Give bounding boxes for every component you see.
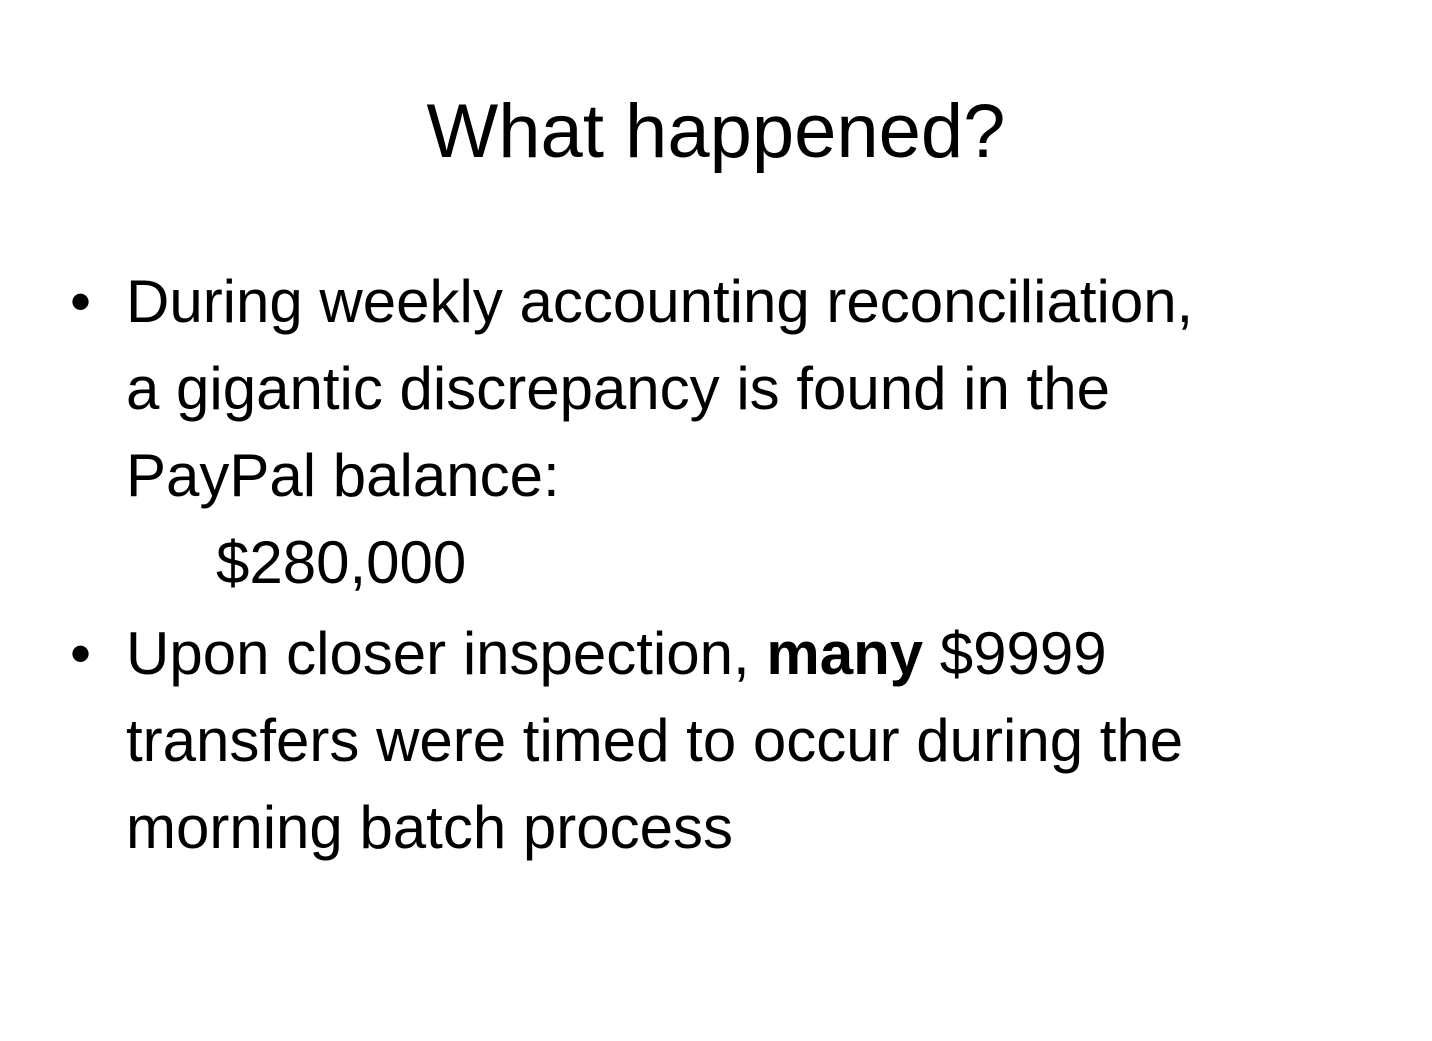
slide-title: What happened? <box>426 89 1006 174</box>
bullet-item-discrepancy: • During weekly accounting reconciliatio… <box>66 258 1396 606</box>
discrepancy-amount: $280,000 <box>216 529 467 596</box>
bullet-text-line: transfers were timed to occur during the <box>126 707 1184 774</box>
bullet-text-line: morning batch process <box>126 794 733 861</box>
bullet-text-line: Upon closer inspection, many $9999 <box>126 610 1396 697</box>
bullet-icon: • <box>70 268 92 335</box>
bullet-item-transfers: • Upon closer inspection, many $9999 tra… <box>66 610 1396 871</box>
emphasis-text: many <box>766 620 924 687</box>
bullet-text-segment: $9999 <box>923 620 1107 687</box>
bullet-text-segment: Upon closer inspection, <box>126 620 767 687</box>
bullet-text-line: During weekly accounting reconciliation, <box>126 268 1194 335</box>
bullet-text-line: PayPal balance: <box>126 442 560 509</box>
bullet-text-line: a gigantic discrepancy is found in the <box>126 355 1110 422</box>
bullet-list: • During weekly accounting reconciliatio… <box>66 258 1396 871</box>
bullet-icon: • <box>70 620 92 687</box>
